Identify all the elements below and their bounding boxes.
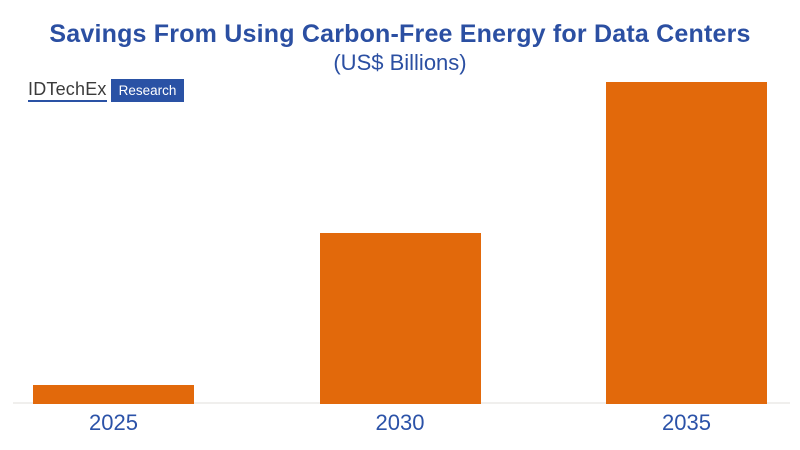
idtechex-logo-text: IDTechEx xyxy=(28,79,107,102)
chart-title: Savings From Using Carbon-Free Energy fo… xyxy=(49,20,751,48)
bar-2035 xyxy=(606,82,767,404)
x-tick-label-2035: 2035 xyxy=(662,410,711,435)
bar-column-2030: 2030 xyxy=(319,82,481,435)
bar-chart: 2025 2030 2035 xyxy=(13,82,790,435)
chart-subtitle: (US$ Billions) xyxy=(333,50,467,75)
bar-2030 xyxy=(319,233,481,404)
bar-column-2035: 2035 xyxy=(606,82,767,435)
bar-2025 xyxy=(33,384,194,404)
bar-series: 2025 2030 2035 xyxy=(33,82,767,435)
bar-column-2025: 2025 xyxy=(33,82,194,435)
idtechex-logo: IDTechEx Research xyxy=(28,79,185,102)
research-badge: Research xyxy=(110,79,185,102)
x-tick-label-2025: 2025 xyxy=(89,410,138,435)
x-tick-label-2030: 2030 xyxy=(375,410,425,435)
